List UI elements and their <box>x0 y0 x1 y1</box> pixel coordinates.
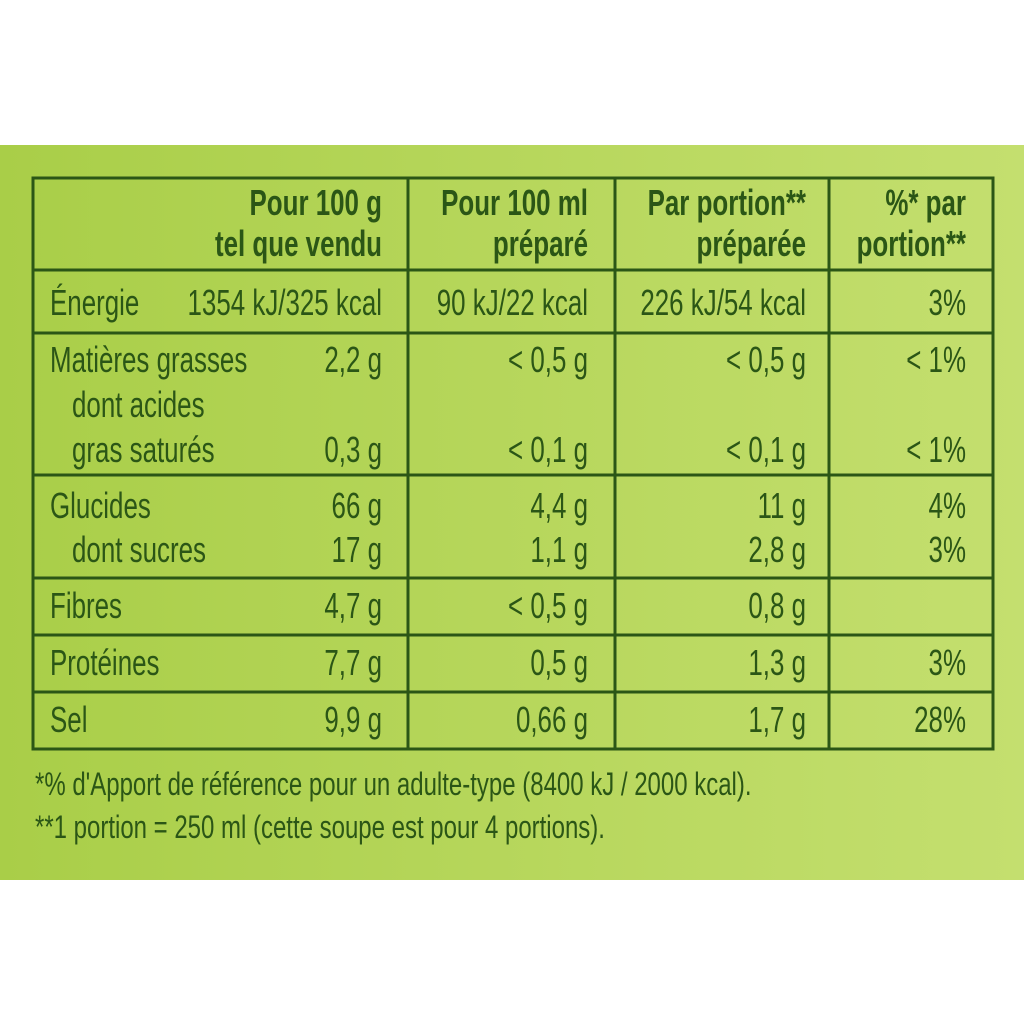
cell-value: < 1% <box>906 430 966 470</box>
cell-value: 2,8 g <box>748 530 806 570</box>
cell-value: 1,1 g <box>530 530 588 570</box>
header-text: Pour 100 ml <box>441 183 588 223</box>
cell-value: < 0,5 g <box>726 340 806 380</box>
cell-value: 0,3 g <box>324 430 382 470</box>
table-border <box>31 176 995 751</box>
row-label: dont acides <box>72 385 205 425</box>
cell-value: 0,8 g <box>748 586 806 626</box>
cell-value: < 0,5 g <box>508 340 588 380</box>
cell-value: 3% <box>929 643 966 683</box>
cell-value: < 1% <box>906 340 966 380</box>
cell-value: 4,4 g <box>530 486 588 526</box>
cell-value: 4,7 g <box>324 586 382 626</box>
cell-value: 3% <box>929 530 966 570</box>
cell-value: 90 kJ/22 kcal <box>437 283 588 323</box>
cell-value: 3% <box>929 283 966 323</box>
row-label: dont sucres <box>72 530 206 570</box>
cell-value: < 0,5 g <box>508 586 588 626</box>
cell-value: < 0,1 g <box>726 430 806 470</box>
header-text: Par portion** <box>648 183 807 223</box>
cell-value: 4% <box>929 486 966 526</box>
cell-value: 66 g <box>332 486 382 526</box>
header-text: portion** <box>857 224 967 264</box>
row-label: Fibres <box>50 586 122 626</box>
background <box>0 145 1024 880</box>
row-label: Sel <box>50 700 87 740</box>
footnote: *% d'Apport de référence pour un adulte-… <box>35 766 752 802</box>
cell-value: 0,66 g <box>516 700 588 740</box>
row-label: gras saturés <box>72 430 215 470</box>
header-text: Pour 100 g <box>250 183 382 223</box>
row-label: Protéines <box>50 643 159 683</box>
cell-value: 2,2 g <box>324 340 382 380</box>
cell-value: 17 g <box>332 530 382 570</box>
cell-value: 226 kJ/54 kcal <box>640 283 806 323</box>
cell-value: 1,7 g <box>748 700 806 740</box>
header-text: %* par <box>885 183 966 223</box>
cell-value: 9,9 g <box>324 700 382 740</box>
row-label: Énergie <box>50 283 139 323</box>
cell-value: 28% <box>914 700 966 740</box>
cell-value: 7,7 g <box>324 643 382 683</box>
header-text: tel que vendu <box>215 224 382 264</box>
row-label: Matières grasses <box>50 340 247 380</box>
cell-value: 0,5 g <box>530 643 588 683</box>
footnote: **1 portion = 250 ml (cette soupe est po… <box>35 809 605 845</box>
header-text: préparé <box>493 224 588 264</box>
header-text: préparée <box>697 224 806 264</box>
cell-value: < 0,1 g <box>508 430 588 470</box>
cell-value: 1,3 g <box>748 643 806 683</box>
cell-value: 11 g <box>757 486 806 526</box>
row-label: Glucides <box>50 486 151 526</box>
cell-value: 1354 kJ/325 kcal <box>188 283 382 323</box>
